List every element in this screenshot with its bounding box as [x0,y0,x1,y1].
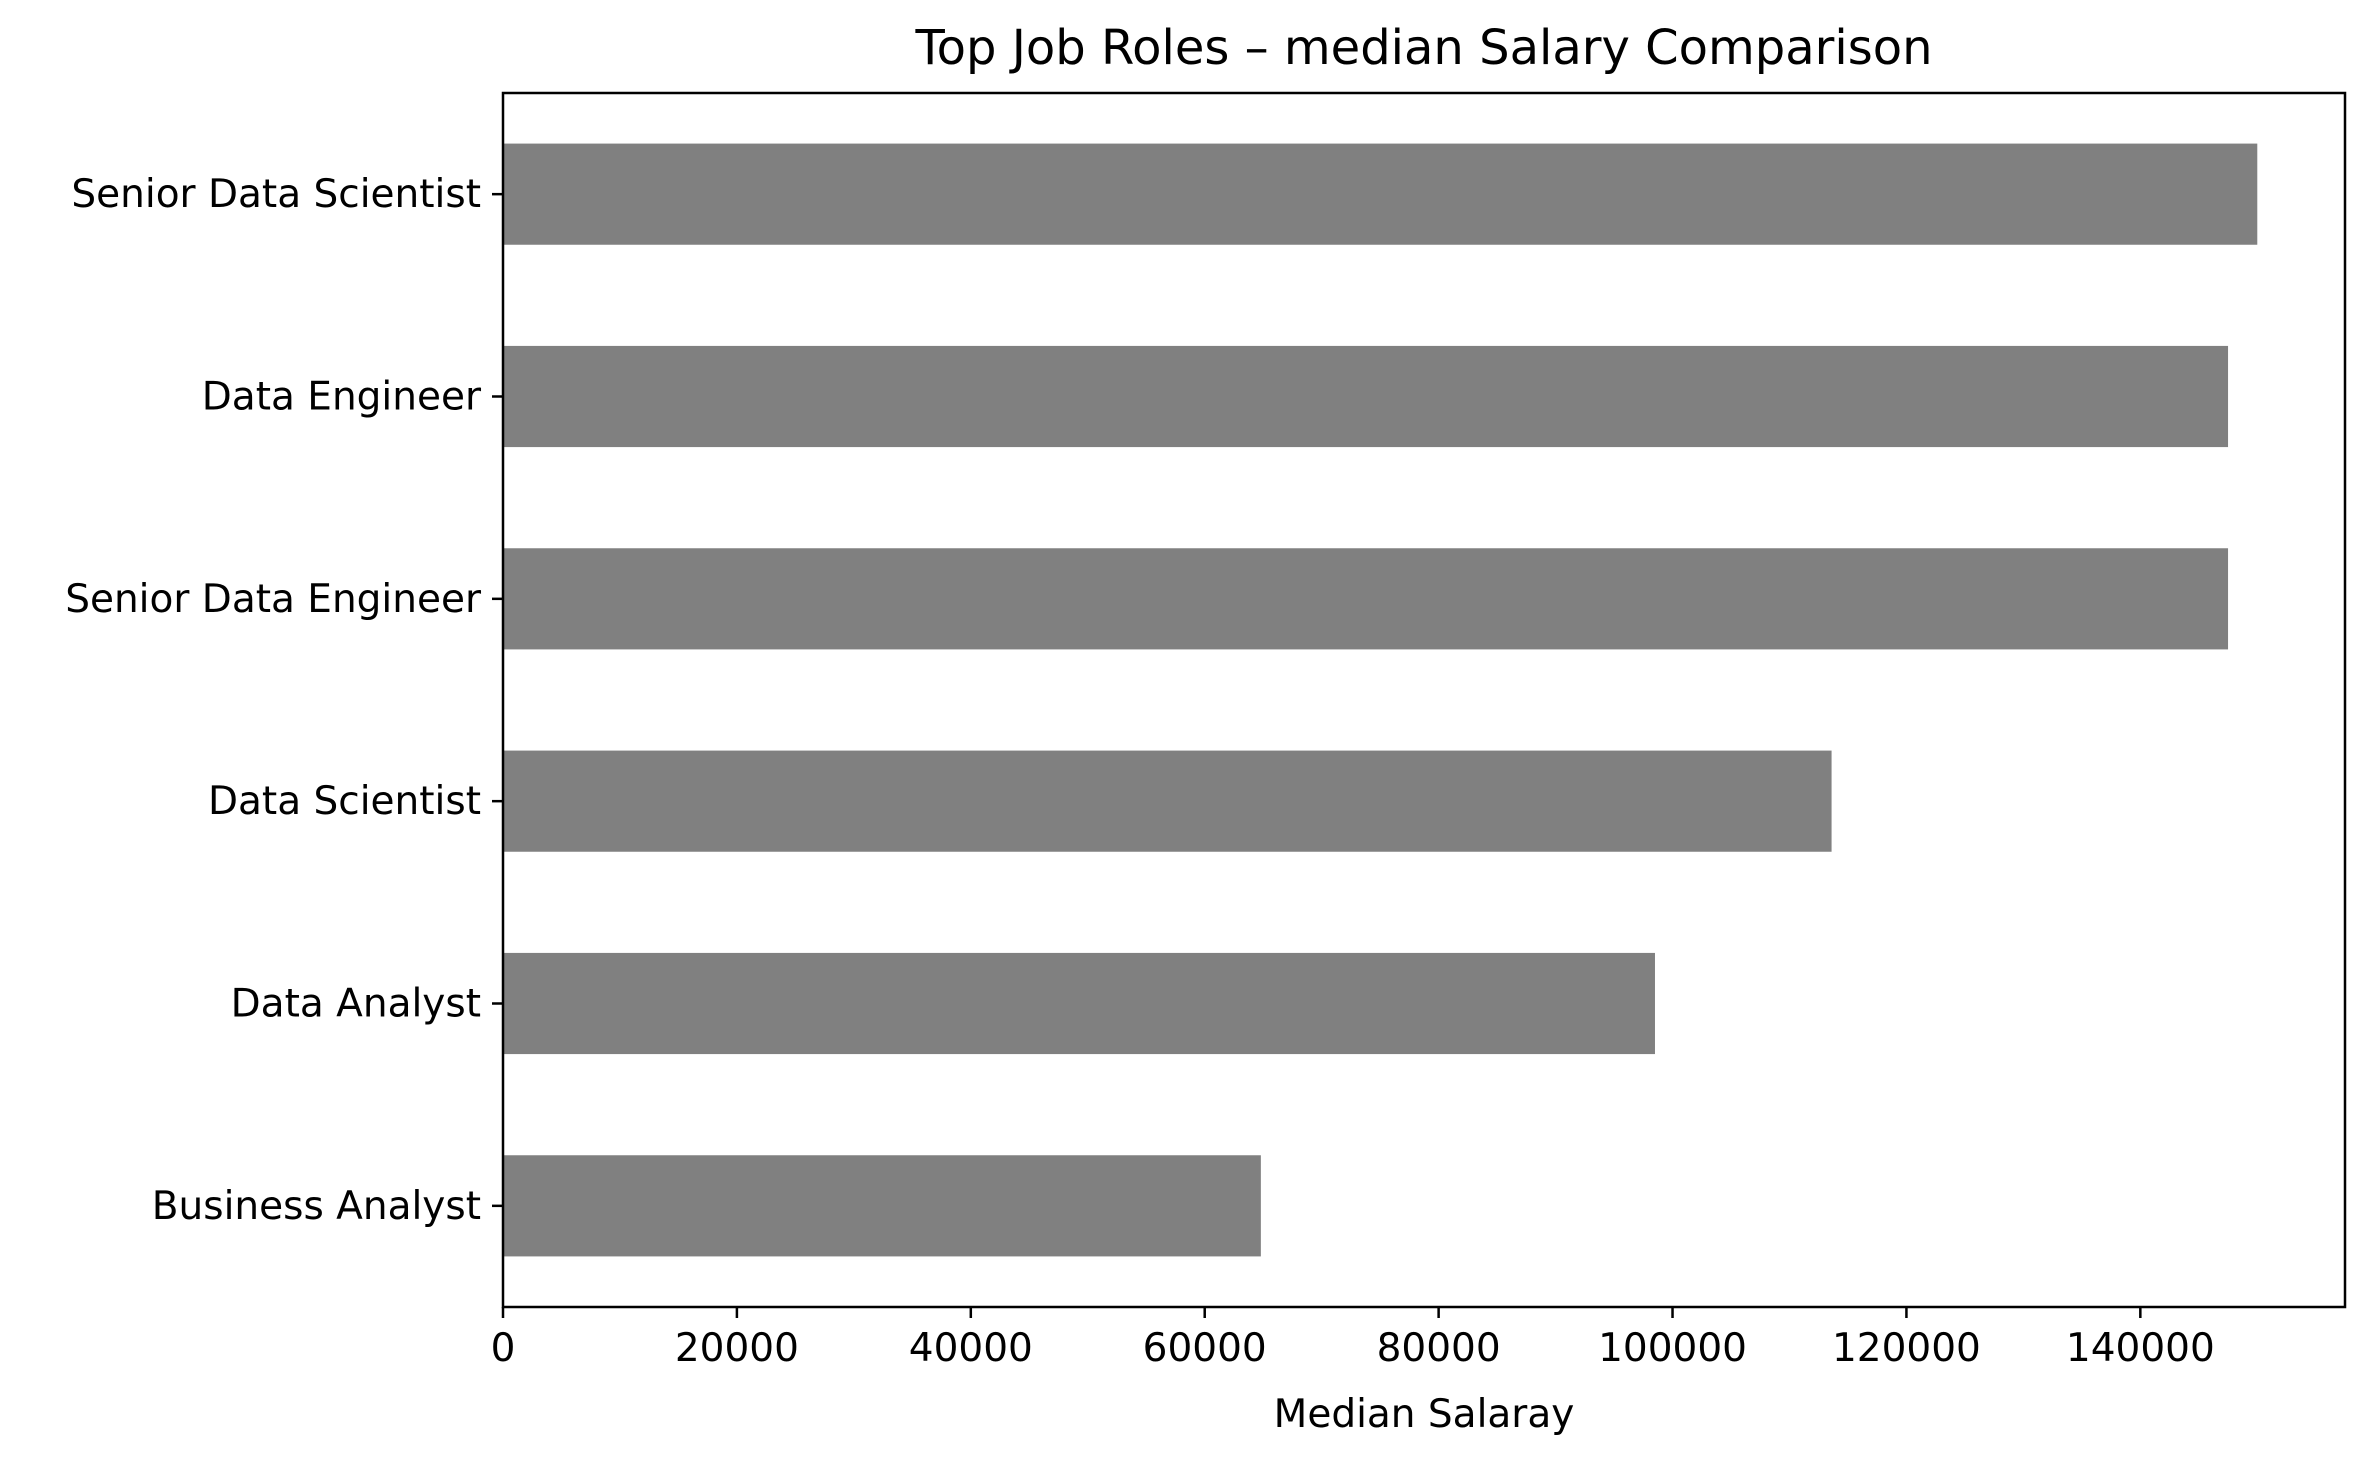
plot-frame [501,91,2347,1309]
bar-data-engineer [503,345,2229,448]
bar-senior-data-scientist [503,143,2258,245]
x-tick-label: 100000 [1598,1326,1747,1371]
x-tick-label: 140000 [2066,1326,2215,1371]
x-tick-label: 0 [491,1326,516,1371]
y-tick-label: Data Engineer [202,375,482,420]
y-tick-label: Senior Data Scientist [71,172,481,217]
x-tick-label: 40000 [909,1326,1033,1371]
y-axis: Senior Data Scientist Data Engineer Senior… [65,172,503,1229]
x-axis-label: Median Salaray [1274,1392,1575,1437]
bar-senior-data-engineer [503,548,2229,650]
y-tick-label: Data Analyst [231,982,481,1027]
x-tick-label: 80000 [1377,1326,1501,1371]
y-tick-label: Business Analyst [152,1184,481,1229]
x-tick-label: 60000 [1143,1326,1267,1371]
bar-data-analyst [503,952,1655,1055]
x-axis: 0 20000 40000 60000 80000 100000 120000 140000 [491,1307,2215,1371]
x-tick-label: 20000 [675,1326,799,1371]
y-tick-label: Data Scientist [208,779,481,824]
bars-group [503,143,2258,1257]
bar-business-analyst [503,1155,1261,1257]
x-tick-label: 120000 [1832,1326,1981,1371]
bar-data-scientist [503,750,1832,852]
chart-title: Top Job Roles – median Salary Comparison [914,20,1932,76]
y-tick-label: Senior Data Engineer [65,577,482,622]
